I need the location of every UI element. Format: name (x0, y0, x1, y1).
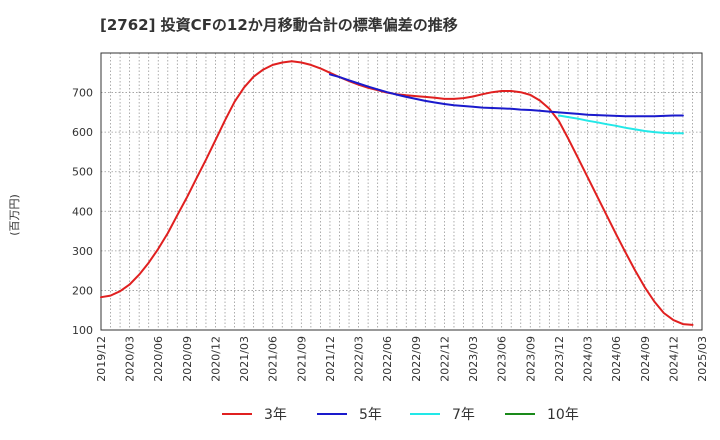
x-tick-label: 2023/09 (524, 336, 537, 382)
chart-title: [2762] 投資CFの12か月移動合計の標準偏差の推移 (100, 16, 458, 34)
x-tick-label: 2024/03 (582, 336, 595, 382)
series-layer (100, 60, 694, 326)
y-tick-label: 200 (72, 284, 93, 297)
x-tick-label: 2021/06 (267, 336, 280, 382)
series-line-2 (329, 73, 684, 118)
y-tick-label: 400 (72, 205, 93, 218)
x-tick-label: 2020/03 (124, 336, 137, 382)
y-tick-label: 700 (72, 87, 93, 100)
x-tick-label: 2022/09 (410, 336, 423, 382)
x-tick-label: 2021/03 (238, 336, 251, 382)
x-tick-label: 2021/12 (324, 336, 337, 382)
y-tick-label: 500 (72, 166, 93, 179)
series-line-3 (557, 114, 684, 135)
y-tick-label: 100 (72, 324, 93, 337)
legend-label-1: 3年 (264, 407, 287, 423)
x-tick-label: 2023/03 (467, 336, 480, 382)
plot-area-frame (100, 52, 703, 331)
x-tick-label: 2023/12 (553, 336, 566, 382)
x-tick-label: 2024/09 (639, 336, 652, 382)
x-tick-label: 2020/06 (152, 336, 165, 382)
legend-label-4: 10年 (547, 407, 579, 423)
x-tick-label: 2024/06 (610, 336, 623, 382)
axis-layer: 100 200 300 400 500 600 700 2019/12 2020/03 2020/… (72, 52, 709, 382)
y-tick-label: 300 (72, 245, 93, 258)
x-tick-label: 2022/06 (381, 336, 394, 382)
x-tick-label: 2025/03 (696, 336, 709, 382)
x-tick-label: 2022/12 (438, 336, 451, 382)
legend: 3年 5年 7年 10年 (222, 407, 579, 423)
y-axis-label: (百万円) (8, 194, 21, 236)
x-tick-label: 2023/06 (496, 336, 509, 382)
x-tick-label: 2020/12 (209, 336, 222, 382)
x-tick-label: 2024/12 (667, 336, 680, 382)
x-tick-label: 2019/12 (95, 336, 108, 382)
x-tick-label: 2020/09 (181, 336, 194, 382)
legend-label-3: 7年 (452, 407, 475, 423)
x-tick-label: 2022/03 (353, 336, 366, 382)
x-tick-label: 2021/09 (295, 336, 308, 382)
legend-label-2: 5年 (359, 407, 382, 423)
y-tick-label: 600 (72, 126, 93, 139)
